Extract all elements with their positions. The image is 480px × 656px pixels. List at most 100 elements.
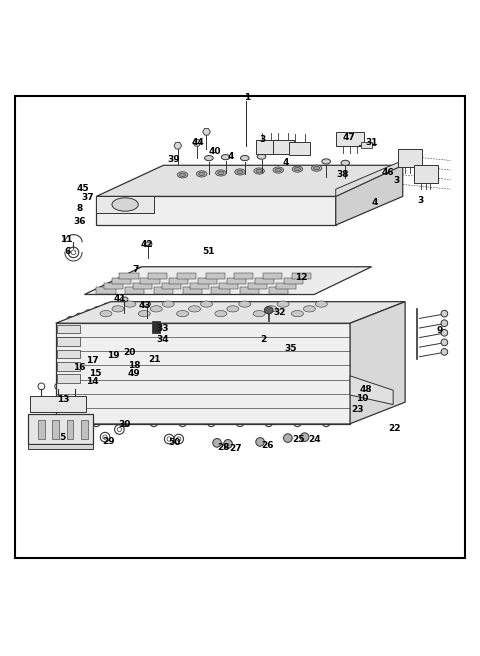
Ellipse shape	[303, 306, 315, 312]
Ellipse shape	[277, 301, 289, 307]
Ellipse shape	[162, 301, 174, 307]
Ellipse shape	[313, 167, 320, 170]
Ellipse shape	[177, 172, 188, 178]
Text: 1: 1	[244, 92, 250, 102]
Polygon shape	[350, 376, 393, 405]
Bar	[57, 375, 80, 383]
Bar	[57, 325, 80, 333]
Polygon shape	[28, 414, 93, 444]
Ellipse shape	[100, 310, 112, 317]
Bar	[289, 142, 311, 155]
Ellipse shape	[264, 307, 273, 314]
Text: 16: 16	[73, 363, 86, 372]
Text: 5: 5	[59, 432, 65, 441]
Bar	[148, 273, 167, 279]
Bar	[161, 283, 180, 289]
Bar	[104, 283, 123, 289]
Bar	[125, 287, 144, 293]
Text: 3: 3	[418, 196, 424, 205]
Bar	[292, 273, 311, 279]
Text: 15: 15	[89, 369, 102, 378]
Bar	[81, 420, 88, 439]
Circle shape	[300, 433, 309, 441]
Bar	[211, 287, 230, 293]
Ellipse shape	[253, 310, 265, 317]
Text: 9: 9	[437, 326, 443, 335]
Bar	[205, 273, 225, 279]
Bar	[398, 150, 422, 167]
Bar	[336, 132, 364, 146]
Text: 29: 29	[102, 438, 115, 447]
Text: 23: 23	[351, 405, 363, 414]
Text: 43: 43	[139, 300, 152, 310]
Text: 33: 33	[156, 325, 168, 333]
Bar	[177, 273, 196, 279]
Text: 45: 45	[77, 184, 89, 193]
Text: 24: 24	[308, 434, 321, 443]
Circle shape	[213, 439, 221, 447]
Circle shape	[441, 320, 448, 327]
Bar	[276, 283, 296, 289]
Text: 10: 10	[356, 394, 368, 403]
Ellipse shape	[294, 167, 300, 171]
Bar	[52, 420, 59, 439]
Bar	[57, 362, 80, 371]
Bar	[234, 273, 253, 279]
Bar	[57, 350, 80, 358]
Text: 26: 26	[262, 441, 274, 450]
Polygon shape	[350, 302, 405, 424]
Ellipse shape	[227, 306, 239, 312]
Bar	[269, 287, 288, 293]
Text: 35: 35	[284, 344, 297, 353]
Text: 25: 25	[292, 434, 305, 443]
Ellipse shape	[315, 301, 327, 307]
Bar	[141, 277, 159, 284]
Bar	[219, 283, 238, 289]
Ellipse shape	[180, 173, 186, 176]
Bar	[133, 283, 152, 289]
Text: 49: 49	[127, 369, 140, 378]
Text: 17: 17	[86, 356, 99, 365]
Text: 4: 4	[282, 158, 288, 167]
Ellipse shape	[237, 171, 243, 174]
Bar	[67, 420, 73, 439]
Text: 37: 37	[82, 194, 94, 202]
Ellipse shape	[239, 301, 251, 307]
Text: 6: 6	[65, 247, 71, 256]
Ellipse shape	[124, 301, 136, 307]
Circle shape	[67, 362, 76, 371]
Circle shape	[279, 347, 287, 355]
Text: 50: 50	[168, 438, 180, 447]
Text: 32: 32	[273, 308, 286, 318]
Circle shape	[224, 440, 232, 448]
Text: 2: 2	[260, 335, 266, 344]
Bar	[227, 277, 246, 284]
Ellipse shape	[215, 310, 227, 317]
Ellipse shape	[199, 173, 205, 176]
Text: 36: 36	[73, 217, 86, 226]
Circle shape	[441, 339, 448, 346]
Circle shape	[284, 434, 292, 442]
Text: 38: 38	[336, 171, 349, 179]
Text: 42: 42	[140, 239, 153, 249]
Text: 48: 48	[359, 385, 372, 394]
Ellipse shape	[120, 297, 128, 302]
Text: 30: 30	[118, 420, 131, 429]
Ellipse shape	[273, 167, 284, 173]
Polygon shape	[56, 302, 405, 323]
Polygon shape	[193, 140, 201, 146]
Ellipse shape	[221, 155, 230, 159]
Bar	[273, 140, 294, 154]
Text: 20: 20	[124, 348, 136, 358]
Ellipse shape	[216, 170, 226, 176]
Bar	[255, 277, 275, 284]
Bar	[240, 287, 259, 293]
Text: 14: 14	[86, 377, 99, 386]
Text: 4: 4	[227, 152, 234, 161]
Circle shape	[67, 348, 76, 356]
Text: 12: 12	[295, 274, 308, 282]
Polygon shape	[56, 323, 350, 424]
Ellipse shape	[204, 155, 213, 161]
Bar	[284, 277, 303, 284]
Ellipse shape	[322, 159, 330, 164]
